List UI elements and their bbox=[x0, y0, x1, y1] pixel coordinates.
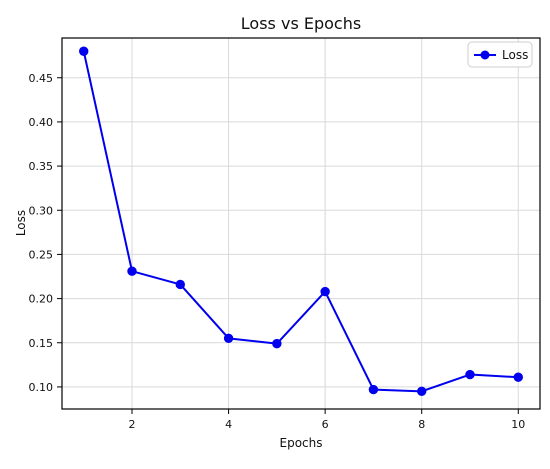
data-point bbox=[223, 333, 234, 344]
x-tick-label: 6 bbox=[322, 418, 329, 431]
tick-layer: 2 4 6 8 10 0.10 0.15 0.20 0.25 0.30 0.35 0.40 0.45 bbox=[29, 72, 526, 431]
y-tick-label: 0.35 bbox=[29, 160, 54, 173]
grid-layer bbox=[62, 38, 540, 409]
x-tick-label: 4 bbox=[225, 418, 232, 431]
legend-box bbox=[467, 41, 533, 68]
data-point bbox=[513, 372, 523, 382]
x-tick-label: 8 bbox=[418, 418, 425, 431]
plot-frame bbox=[61, 37, 541, 410]
y-axis-label: Loss bbox=[14, 210, 28, 236]
y-tick-label: 0.20 bbox=[29, 293, 54, 306]
series-line-0 bbox=[82, 50, 520, 393]
legend-marker bbox=[480, 50, 490, 60]
data-point bbox=[465, 369, 475, 380]
data-point bbox=[368, 384, 379, 395]
y-tick-label: 0.40 bbox=[29, 116, 54, 129]
legend: Loss bbox=[467, 41, 533, 68]
chart-title: Loss vs Epochs bbox=[241, 14, 361, 33]
data-point bbox=[320, 286, 330, 297]
x-axis-label: Epochs bbox=[280, 436, 323, 450]
data-point bbox=[79, 46, 89, 56]
y-tick-label: 0.45 bbox=[29, 72, 54, 85]
legend-label: Loss bbox=[502, 48, 528, 62]
series-layer bbox=[79, 46, 523, 397]
data-point bbox=[417, 386, 427, 397]
y-tick-label: 0.10 bbox=[29, 381, 54, 394]
data-point bbox=[127, 266, 137, 276]
x-tick-label: 10 bbox=[511, 418, 525, 431]
data-point bbox=[175, 279, 185, 290]
y-tick-label: 0.15 bbox=[29, 337, 54, 350]
y-tick-label: 0.30 bbox=[29, 204, 54, 217]
data-point bbox=[272, 338, 282, 349]
y-tick-label: 0.25 bbox=[29, 248, 54, 261]
x-tick-label: 2 bbox=[129, 418, 136, 431]
